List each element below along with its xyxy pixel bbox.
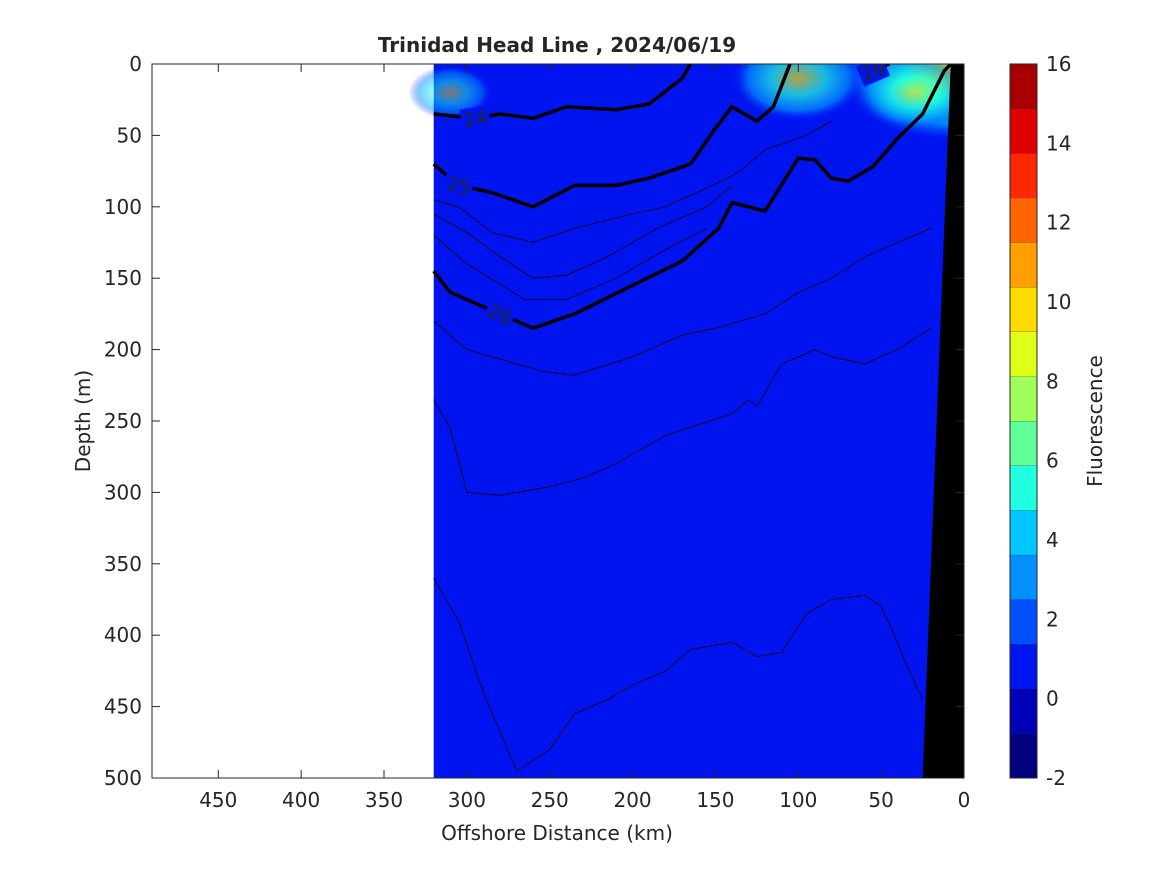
fluorescence-contour bbox=[433, 227, 708, 301]
x-tick-label: 0 bbox=[958, 788, 971, 812]
colorbar-segment bbox=[1010, 510, 1037, 555]
colorbar-segment bbox=[1010, 331, 1037, 377]
fluorescence-contour bbox=[433, 327, 932, 496]
data-fill-region bbox=[433, 64, 964, 778]
colorbar-segment bbox=[1010, 376, 1037, 421]
density-contour-label: 24 bbox=[462, 106, 490, 132]
colorbar-tick-label: 6 bbox=[1046, 449, 1059, 473]
colorbar-segment bbox=[1010, 64, 1037, 109]
x-tick-label: 100 bbox=[779, 788, 817, 812]
y-tick-label: 500 bbox=[104, 766, 142, 790]
colorbar-segment bbox=[1010, 599, 1037, 645]
y-tick-label: 150 bbox=[104, 266, 142, 290]
y-tick-label: 300 bbox=[104, 480, 142, 504]
colorbar-segment bbox=[1010, 688, 1037, 734]
x-axis-label: Offshore Distance (km) bbox=[441, 821, 673, 845]
colorbar-tick-label: 4 bbox=[1046, 528, 1059, 552]
colorbar-segment bbox=[1010, 733, 1037, 778]
y-tick-label: 250 bbox=[104, 409, 142, 433]
x-tick-label: 250 bbox=[531, 788, 569, 812]
colorbar-segment bbox=[1010, 242, 1037, 288]
fluorescence-patch bbox=[408, 65, 493, 120]
colorbar-tick-label: 8 bbox=[1046, 369, 1059, 393]
x-tick-label: 150 bbox=[696, 788, 734, 812]
y-tick-label: 200 bbox=[104, 338, 142, 362]
colorbar-tick-label: 10 bbox=[1046, 290, 1071, 314]
colorbar-segment bbox=[1010, 554, 1037, 600]
y-axis-label: Depth (m) bbox=[71, 370, 95, 472]
colorbar-tick-label: 0 bbox=[1046, 687, 1059, 711]
fluorescence-contour bbox=[433, 227, 932, 376]
y-tick-label: 450 bbox=[104, 695, 142, 719]
colorbar-segment bbox=[1010, 644, 1037, 689]
colorbar-tick-label: 16 bbox=[1046, 52, 1071, 76]
colorbar-label: Fluorescence bbox=[1083, 355, 1107, 487]
density-contour-label: 25 bbox=[444, 173, 472, 200]
fluorescence-patch bbox=[731, 64, 866, 122]
x-tick-label: 50 bbox=[868, 788, 893, 812]
colorbar bbox=[1009, 63, 1038, 779]
colorbar-tick-label: -2 bbox=[1046, 766, 1066, 790]
fluorescence-contour bbox=[433, 120, 832, 243]
colorbar-segment bbox=[1010, 421, 1037, 466]
colorbar-segment bbox=[1010, 153, 1037, 198]
colorbar-tick-label: 2 bbox=[1046, 607, 1059, 631]
fluorescence-patch bbox=[855, 64, 964, 131]
y-tick-label: 400 bbox=[104, 623, 142, 647]
x-tick-label: 400 bbox=[282, 788, 320, 812]
y-tick-label: 350 bbox=[104, 552, 142, 576]
colorbar-tick-label: 12 bbox=[1046, 211, 1071, 235]
colorbar-segment bbox=[1010, 197, 1037, 243]
y-tick-label: 100 bbox=[104, 195, 142, 219]
density-contour bbox=[432, 64, 792, 209]
colorbar-segment bbox=[1010, 108, 1037, 154]
colorbar-segment bbox=[1010, 465, 1037, 511]
y-tick-label: 50 bbox=[117, 123, 142, 147]
density-contour bbox=[432, 64, 952, 330]
x-tick-label: 300 bbox=[448, 788, 486, 812]
y-tick-label: 0 bbox=[129, 52, 142, 76]
x-tick-label: 450 bbox=[199, 788, 237, 812]
fluorescence-contour bbox=[433, 185, 733, 279]
colorbar-tick-label: 14 bbox=[1046, 131, 1071, 155]
x-tick-label: 200 bbox=[613, 788, 651, 812]
fluorescence-contour bbox=[433, 577, 923, 772]
colorbar-segment bbox=[1010, 287, 1037, 332]
bathymetry-mask bbox=[922, 64, 964, 778]
chart-title: Trinidad Head Line , 2024/06/19 bbox=[378, 33, 736, 57]
x-tick-label: 350 bbox=[365, 788, 403, 812]
